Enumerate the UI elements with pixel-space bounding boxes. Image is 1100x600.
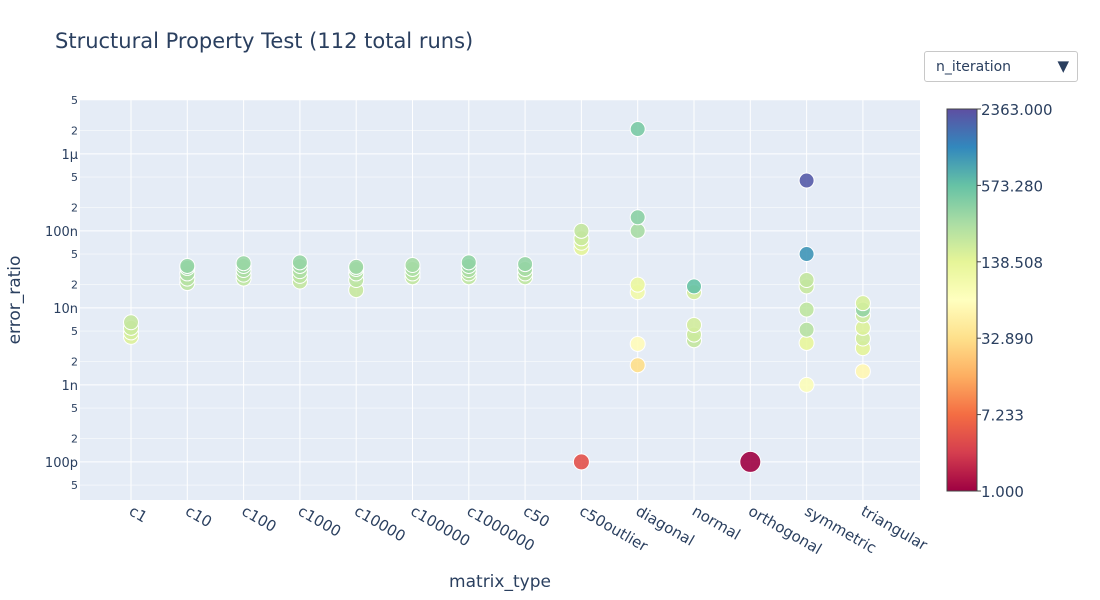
y-minor-tick-label: 5 xyxy=(71,402,78,415)
data-point[interactable] xyxy=(629,357,646,374)
colorbar-tick-label: 32.890 xyxy=(981,330,1034,348)
data-point[interactable] xyxy=(460,254,477,271)
plot-area xyxy=(80,100,920,500)
data-point[interactable] xyxy=(798,246,815,263)
data-point[interactable] xyxy=(348,258,365,275)
data-point[interactable] xyxy=(573,222,590,239)
y-minor-tick-label: 2 xyxy=(71,356,78,369)
data-point[interactable] xyxy=(629,121,646,138)
data-point[interactable] xyxy=(798,172,815,189)
y-axis-ticks: 100p 1n 10n 100n 1μ 5 2 5 2 5 2 5 2 5 2 5 xyxy=(45,94,78,492)
y-minor-tick-label: 2 xyxy=(71,125,78,138)
y-minor-tick-label: 2 xyxy=(71,202,78,215)
data-point[interactable] xyxy=(404,257,421,274)
data-point[interactable] xyxy=(739,450,762,473)
data-point[interactable] xyxy=(629,276,646,293)
x-axis-title: matrix_type xyxy=(449,572,551,592)
colorbar-tick-label: 138.508 xyxy=(981,254,1043,272)
data-point[interactable] xyxy=(798,321,815,338)
x-tick-label: c100000 xyxy=(408,502,474,550)
color-variable-dropdown[interactable]: n_iteration ▼ xyxy=(924,51,1078,82)
chart-title: Structural Property Test (112 total runs… xyxy=(55,29,474,53)
colorbar: 2363.000 573.280 138.508 32.890 7.233 1.000 xyxy=(946,101,1053,501)
data-point[interactable] xyxy=(291,254,308,271)
x-tick-label: c10 xyxy=(182,502,215,531)
data-point[interactable] xyxy=(798,301,815,318)
y-minor-tick-label: 5 xyxy=(71,325,78,338)
y-minor-tick-label: 5 xyxy=(71,171,78,184)
data-point[interactable] xyxy=(235,255,252,272)
data-points xyxy=(123,121,871,473)
y-minor-tick-label: 5 xyxy=(71,479,78,492)
data-point[interactable] xyxy=(686,278,702,295)
data-point[interactable] xyxy=(572,453,590,471)
x-tick-label: c50 xyxy=(520,502,553,531)
x-tick-label: c100 xyxy=(239,502,280,536)
data-point[interactable] xyxy=(517,256,534,273)
colorbar-tick-label: 2363.000 xyxy=(981,101,1053,119)
x-tick-label: c1 xyxy=(126,502,150,526)
data-point[interactable] xyxy=(798,376,815,393)
y-tick-label: 10n xyxy=(53,302,78,317)
data-point[interactable] xyxy=(854,363,871,380)
y-minor-tick-label: 2 xyxy=(71,279,78,292)
data-point[interactable] xyxy=(629,335,646,352)
y-minor-tick-label: 5 xyxy=(71,94,78,107)
colorbar-tick-label: 573.280 xyxy=(981,177,1043,195)
x-tick-label: c1000 xyxy=(295,502,344,541)
data-point[interactable] xyxy=(123,314,139,331)
data-point[interactable] xyxy=(854,295,871,312)
chevron-down-icon[interactable]: ▼ xyxy=(1057,57,1069,75)
colorbar-ticks: 2363.000 573.280 138.508 32.890 7.233 1.000 xyxy=(977,101,1053,501)
y-minor-tick-label: 2 xyxy=(71,433,78,446)
y-axis-title: error_ratio xyxy=(5,256,25,345)
data-point[interactable] xyxy=(798,272,815,289)
data-point[interactable] xyxy=(179,257,196,274)
y-tick-label: 1μ xyxy=(61,148,78,163)
dropdown-label: n_iteration xyxy=(936,59,1012,75)
y-minor-tick-label: 5 xyxy=(71,248,78,261)
x-tick-label: c10000 xyxy=(351,502,408,546)
y-tick-label: 100p xyxy=(45,456,78,471)
colorbar-gradient xyxy=(946,108,978,492)
data-point[interactable] xyxy=(629,222,646,239)
data-point[interactable] xyxy=(686,316,702,333)
x-tick-label: normal xyxy=(689,502,744,544)
colorbar-tick-label: 1.000 xyxy=(981,483,1024,501)
colorbar-tick-label: 7.233 xyxy=(981,407,1024,425)
y-tick-label: 1n xyxy=(61,379,78,394)
data-point[interactable] xyxy=(629,209,646,226)
y-tick-label: 100n xyxy=(45,225,78,240)
